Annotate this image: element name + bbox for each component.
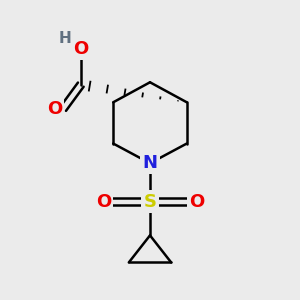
Text: S: S [143, 193, 157, 211]
Text: H: H [59, 32, 72, 46]
Text: O: O [73, 40, 88, 58]
Text: O: O [47, 100, 62, 118]
Text: O: O [189, 193, 204, 211]
Text: N: N [142, 154, 158, 172]
Text: O: O [96, 193, 111, 211]
